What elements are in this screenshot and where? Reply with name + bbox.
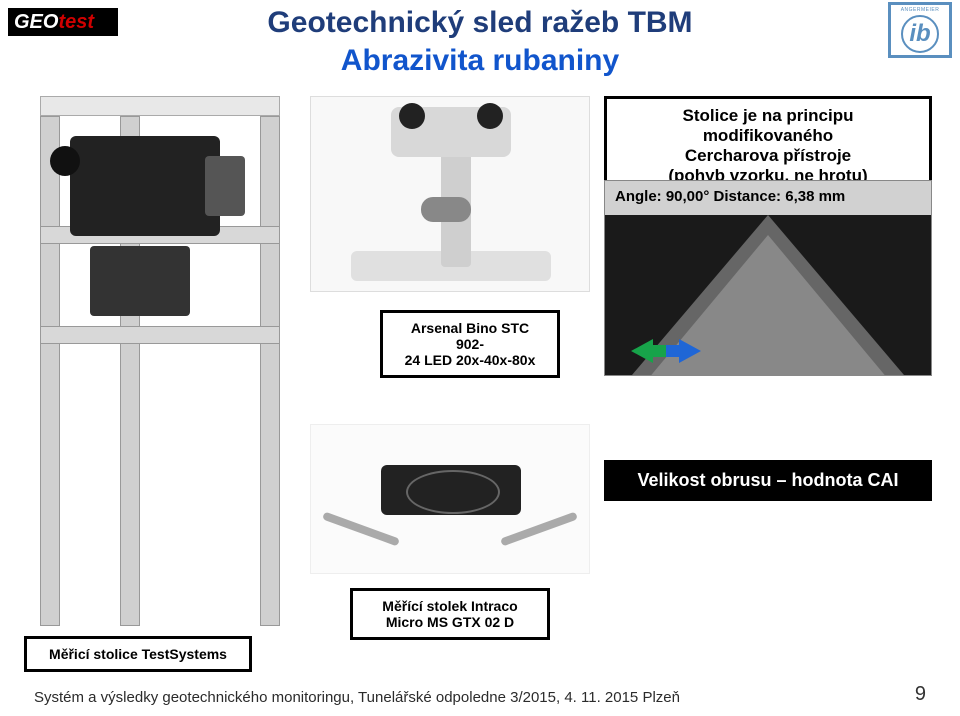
arsenal-l2: 24 LED 20x-40x-80x [395,352,545,368]
box-arsenal-bino: Arsenal Bino STC 902- 24 LED 20x-40x-80x [380,310,560,378]
title-block: Geotechnický sled ražeb TBM Abrazivita r… [0,6,960,78]
stolice-l2a: Cercharova přístroje [685,146,851,165]
footer: Systém a výsledky geotechnického monitor… [0,683,960,706]
title-line1: Geotechnický sled ražeb TBM [0,6,960,40]
intraco-l2: Micro MS GTX 02 D [365,614,535,630]
box-testsystems: Měřicí stolice TestSystems [24,636,252,672]
page-number: 9 [915,683,926,706]
measuring-stage-image [310,424,590,574]
footer-text: Systém a výsledky geotechnického monitor… [34,689,680,706]
intraco-l1: Měřící stolek Intraco [365,598,535,614]
box-cai-value: Velikost obrusu – hodnota CAI [604,460,932,501]
arsenal-l1: Arsenal Bino STC 902- [395,320,545,352]
microscope-image [310,96,590,292]
double-arrow-icon [631,339,701,363]
angle-measurement-image: Angle: 90,00° Distance: 6,38 mm [604,180,932,376]
stolice-l1: Stolice je na principu modifikovaného [683,106,854,145]
title-line2: Abrazivita rubaniny [0,44,960,78]
angle-overlay-text: Angle: 90,00° Distance: 6,38 mm [605,181,931,215]
test-apparatus-image [30,96,290,626]
box-intraco-stage: Měřící stolek Intraco Micro MS GTX 02 D [350,588,550,640]
